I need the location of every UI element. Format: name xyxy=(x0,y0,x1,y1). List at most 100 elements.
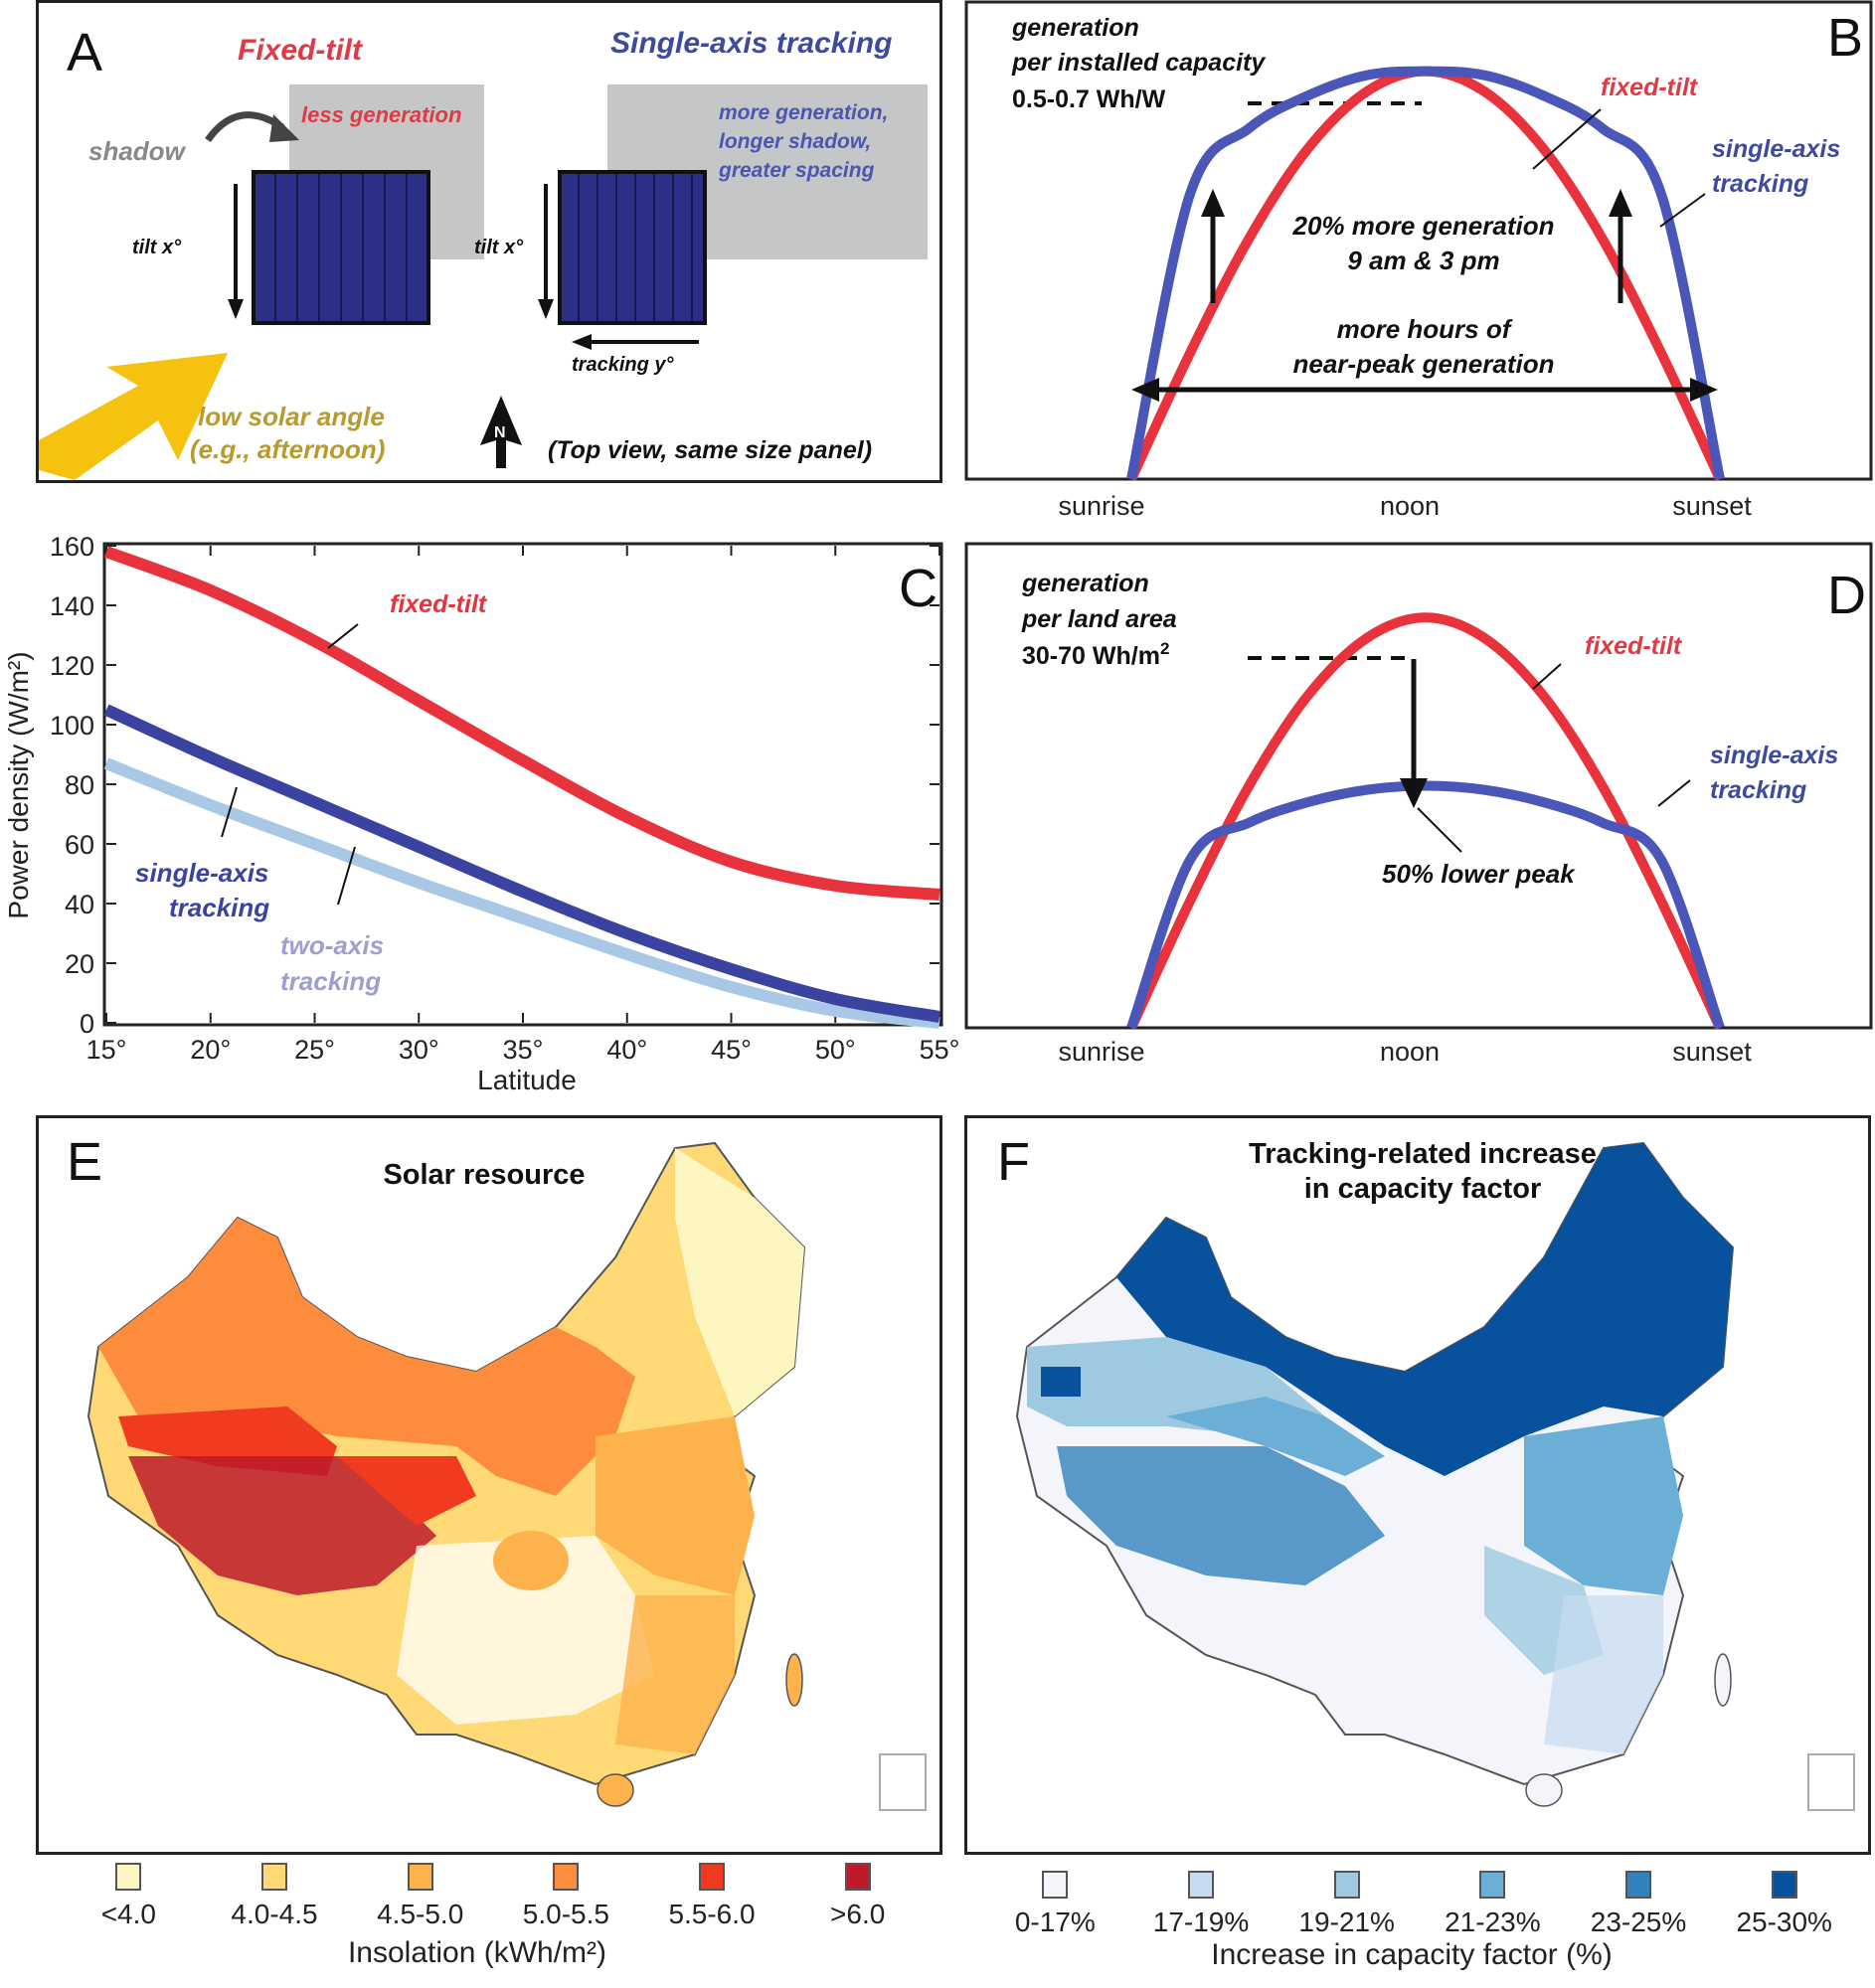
c-x-tick-label: 30° xyxy=(399,1035,439,1065)
e-legend-swatch xyxy=(699,1863,726,1891)
panel-f: F Tracking-related increase in capacity … xyxy=(964,1115,1871,1855)
c-y-tick-label: 160 xyxy=(50,532,94,562)
panel-a-diagram: A Fixed-tilt Single-axis tracking less g… xyxy=(39,23,928,480)
c-series-line-single-axis-tracking xyxy=(103,704,941,1023)
c-x-axis-label: Latitude xyxy=(477,1065,577,1095)
shadow-arrow-head xyxy=(269,114,299,142)
b-fixed-leader-line xyxy=(1532,108,1602,170)
panel-f-map: F Tracking-related increase in capacity … xyxy=(997,1132,1855,1811)
c-y-axis-label: Power density (W/m²) xyxy=(3,651,34,918)
panel-d-chart: D generation per land area 30-70 Wh/m2 5… xyxy=(964,542,1873,1067)
f-legend-swatch xyxy=(1333,1871,1360,1899)
china-insolation-map xyxy=(86,1141,806,1807)
panel-d: D generation per land area 30-70 Wh/m2 5… xyxy=(964,542,1875,1078)
china-capacity-factor-map xyxy=(1015,1141,1735,1807)
sun-arrow-icon xyxy=(39,353,228,480)
d-annotation-line-1: generation xyxy=(1021,570,1149,597)
panel-e-map: E Solar resource xyxy=(67,1132,927,1811)
c-single-label-line-2: tracking xyxy=(169,893,269,922)
e-legend-item: >6.0 xyxy=(784,1863,931,1930)
fixed-tilt-title: Fixed-tilt xyxy=(238,34,364,67)
tracking-arrow-head xyxy=(572,334,592,350)
c-fixed-label: fixed-tilt xyxy=(390,590,488,618)
f-legend-item: 17-19% xyxy=(1128,1871,1275,1938)
svg-text:N: N xyxy=(494,424,506,441)
c-single-leader-line xyxy=(221,786,238,838)
b-annotation-line-1: generation xyxy=(1011,14,1139,42)
panel-letter-f: F xyxy=(997,1132,1030,1192)
d-annotation-line-3: 30-70 Wh/m2 xyxy=(1022,639,1169,670)
shadow-label: shadow xyxy=(88,136,187,166)
panel-letter-d: D xyxy=(1827,566,1866,625)
tilt-label-tracking: tilt x° xyxy=(474,237,524,258)
b-arrow-note-line-1: 20% more generation xyxy=(1292,211,1555,241)
f-south-china-sea-inset xyxy=(1807,1753,1855,1811)
f-legend-label: 0-17% xyxy=(1014,1906,1096,1937)
e-legend-item: 5.5-6.0 xyxy=(639,1863,785,1930)
tilt-arrow-fixed-head xyxy=(228,299,244,319)
e-legend-label: 4.5-5.0 xyxy=(377,1899,464,1929)
b-curves-single-axis-tracking-curve xyxy=(1126,66,1725,481)
b-x-tick-noon: noon xyxy=(1380,491,1440,521)
more-generation-line-2: longer shadow, xyxy=(719,130,871,153)
d-down-arrow-head xyxy=(1400,778,1428,808)
panel-letter-b: B xyxy=(1827,8,1863,68)
more-generation-line-1: more generation, xyxy=(719,101,888,124)
b-hours-note-line-1: more hours of xyxy=(1337,314,1513,344)
less-generation-label: less generation xyxy=(301,102,461,127)
e-legend-label: 5.5-6.0 xyxy=(668,1899,756,1929)
d-tracking-leader-line xyxy=(1657,779,1691,807)
f-legend-item: 25-30% xyxy=(1711,1871,1857,1938)
b-annotation-line-2: per installed capacity xyxy=(1011,49,1266,77)
b-x-tick-sunset: sunset xyxy=(1672,491,1752,521)
b-annotation-line-3: 0.5-0.7 Wh/W xyxy=(1012,85,1166,113)
e-legend-label: 5.0-5.5 xyxy=(522,1899,609,1929)
north-arrow-icon: N xyxy=(480,396,522,468)
f-legend-item: 0-17% xyxy=(982,1871,1128,1938)
sun-label-line-2: (e.g., afternoon) xyxy=(190,434,385,464)
c-x-tick-label: 35° xyxy=(503,1035,544,1065)
d-peak-note: 50% lower peak xyxy=(1382,859,1576,889)
b-fixed-label: fixed-tilt xyxy=(1601,74,1699,101)
e-legend-label: <4.0 xyxy=(100,1899,156,1929)
b-right-up-arrow-head xyxy=(1609,189,1632,217)
f-legend-swatch xyxy=(1771,1871,1797,1899)
b-x-tick-sunrise: sunrise xyxy=(1058,491,1144,521)
f-legend-title: Increase in capacity factor (%) xyxy=(1211,1938,1613,1971)
e-legend-title: Insolation (kWh/m²) xyxy=(347,1936,607,1969)
c-two-axis-label-line-2: tracking xyxy=(280,966,381,996)
e-legend-swatch xyxy=(844,1863,871,1891)
c-y-tick-label: 40 xyxy=(65,890,94,919)
f-map-title-line-1: Tracking-related increase xyxy=(1249,1138,1597,1170)
c-two-axis-label-line-1: two-axis xyxy=(280,930,384,960)
sun-label-line-1: low solar angle xyxy=(198,402,385,431)
d-x-tick-sunrise: sunrise xyxy=(1058,1037,1144,1067)
b-hours-note-line-2: near-peak generation xyxy=(1293,349,1555,379)
f-legend-item: 23-25% xyxy=(1566,1871,1712,1938)
b-hours-arrow-right-head xyxy=(1690,378,1718,402)
tracking-solar-panel-icon xyxy=(558,170,707,325)
f-legend: 0-17% 17-19% 19-21% 21-23% 23-25% 25-30% xyxy=(982,1871,1857,1938)
panel-b-frame xyxy=(964,0,1873,481)
d-x-tick-noon: noon xyxy=(1380,1037,1440,1067)
c-y-tick-label: 0 xyxy=(80,1009,94,1039)
d-curves-fixed-tilt-curve xyxy=(1126,612,1725,1031)
f-legend-item: 19-21% xyxy=(1274,1871,1420,1938)
f-legend-label: 19-21% xyxy=(1298,1906,1395,1937)
e-legend-item: 5.0-5.5 xyxy=(493,1863,639,1930)
d-fixed-leader-line xyxy=(1532,663,1562,690)
f-legend-swatch xyxy=(1188,1871,1214,1899)
panel-b: B generation per installed capacity 0.5-… xyxy=(964,0,1875,537)
f-legend-item: 21-23% xyxy=(1420,1871,1566,1938)
b-left-up-arrow-head xyxy=(1201,189,1225,217)
e-legend-swatch xyxy=(407,1863,433,1891)
d-curves-single-axis-tracking-curve xyxy=(1126,780,1725,1030)
fixed-solar-panel-icon xyxy=(252,170,430,325)
panel-letter-e: E xyxy=(67,1132,102,1192)
c-plot-frame xyxy=(102,542,943,1027)
e-map-title: Solar resource xyxy=(383,1159,585,1191)
more-generation-line-3: greater spacing xyxy=(718,159,875,182)
c-x-tick-label: 45° xyxy=(711,1035,752,1065)
top-view-note: (Top view, same size panel) xyxy=(548,436,872,464)
c-x-tick-label: 50° xyxy=(815,1035,856,1065)
